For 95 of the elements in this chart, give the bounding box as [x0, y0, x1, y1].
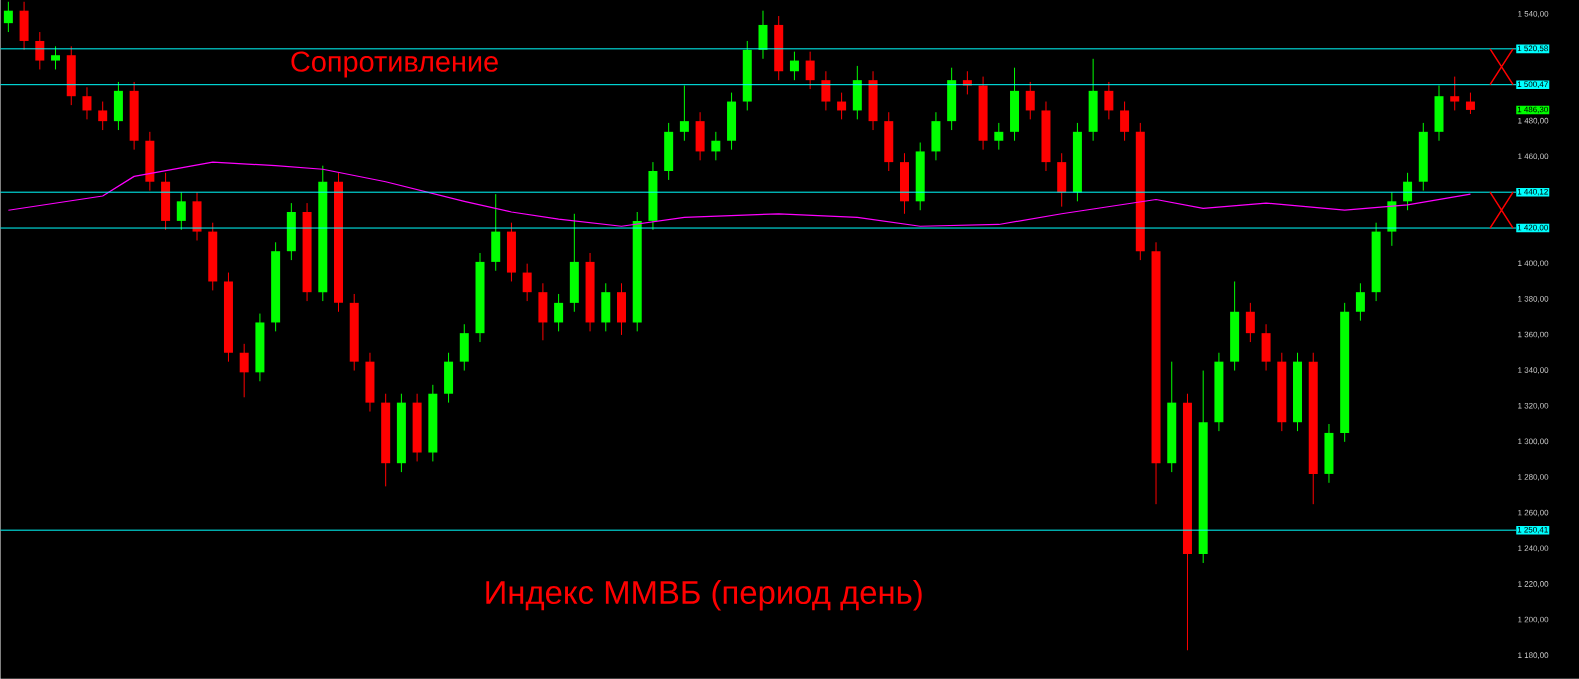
candlestick [412, 393, 422, 463]
candlestick [1135, 122, 1145, 261]
annotation: Сопротивление [291, 51, 498, 78]
candlestick [931, 111, 941, 161]
candlestick [1198, 370, 1208, 564]
candlestick [255, 313, 265, 382]
candlestick [994, 122, 1004, 151]
candlestick [522, 263, 532, 302]
candlestick [1465, 92, 1475, 115]
candlestick [286, 202, 296, 261]
candlestick [1340, 302, 1350, 443]
candlestick [176, 192, 186, 231]
candlestick [585, 252, 595, 332]
candlestick [632, 211, 642, 332]
candlestick [884, 111, 894, 172]
candlestick [1245, 302, 1255, 343]
candlestick [1041, 101, 1051, 172]
candlestick [113, 81, 123, 131]
candlestick [51, 45, 61, 71]
candlestick [1214, 352, 1224, 432]
candlestick [837, 92, 847, 120]
candlestick [774, 15, 784, 81]
candlestick [19, 1, 29, 51]
candlestick [538, 282, 548, 341]
candlestick [899, 152, 909, 215]
candlestick [554, 293, 564, 332]
candlestick [789, 51, 799, 81]
candlestick [805, 51, 815, 90]
candlestick [98, 101, 108, 131]
candlestick [192, 192, 202, 242]
candlestick [1072, 122, 1082, 202]
candlestick [1355, 282, 1365, 322]
candlestick [1025, 81, 1035, 120]
candlestick [1057, 152, 1067, 208]
candlestick [3, 1, 13, 33]
candlestick [208, 222, 218, 291]
candlestick [978, 76, 988, 151]
candlestick [1418, 122, 1428, 192]
candlestick [129, 81, 139, 151]
candlestick [223, 272, 233, 363]
candlestick [145, 131, 155, 192]
candlestick [664, 122, 674, 181]
candlestick [1277, 352, 1287, 432]
candlestick [1434, 85, 1444, 142]
text: Индекс ММВБ (период день) [486, 580, 922, 611]
candlestick [1450, 76, 1460, 112]
candlestick [82, 86, 92, 120]
candlestick [915, 142, 925, 211]
candlestick [365, 352, 375, 413]
candlestick [569, 213, 579, 313]
candlestick [1182, 393, 1192, 651]
candlestick [1104, 81, 1114, 120]
candlestick [318, 165, 328, 302]
candlestick [617, 282, 626, 336]
candlestick [758, 10, 768, 60]
candlestick [1167, 361, 1177, 473]
candlestick [444, 352, 454, 404]
candlestick [868, 70, 878, 131]
candlestick [601, 282, 611, 332]
candlestick [711, 131, 721, 161]
candlestick [475, 252, 485, 343]
candlestick [1088, 58, 1098, 142]
candlestick [381, 393, 391, 487]
candlestick [334, 172, 344, 313]
candlestick [161, 172, 171, 231]
candlestick [1293, 352, 1303, 432]
candlestick [727, 92, 737, 151]
candlestick [1151, 241, 1161, 505]
candlestick [852, 65, 862, 120]
candlestick [1324, 423, 1334, 484]
candlestick [1371, 222, 1381, 302]
candlestick [1261, 323, 1271, 372]
candlestick [1230, 281, 1240, 372]
candlestick [349, 293, 359, 372]
candlestick [239, 343, 249, 398]
candlestick [302, 202, 312, 302]
candlestick [821, 70, 831, 112]
candlestick [648, 161, 658, 231]
candlestick [1120, 101, 1130, 142]
candlestick [506, 222, 516, 283]
candlestick [679, 85, 689, 142]
candlestick [1308, 352, 1318, 505]
candlestick [66, 45, 76, 106]
candlestick [35, 31, 45, 71]
candlestick [428, 384, 438, 463]
candlestick [742, 40, 752, 112]
candlestick [695, 111, 705, 161]
candlestick [491, 193, 501, 272]
candlestick [271, 241, 281, 332]
candlestick [396, 393, 406, 473]
candlestick [947, 67, 957, 131]
candlestick [459, 323, 469, 372]
candlestick [1403, 172, 1413, 211]
candlestick [1387, 192, 1397, 247]
candlestick [1010, 67, 1020, 142]
